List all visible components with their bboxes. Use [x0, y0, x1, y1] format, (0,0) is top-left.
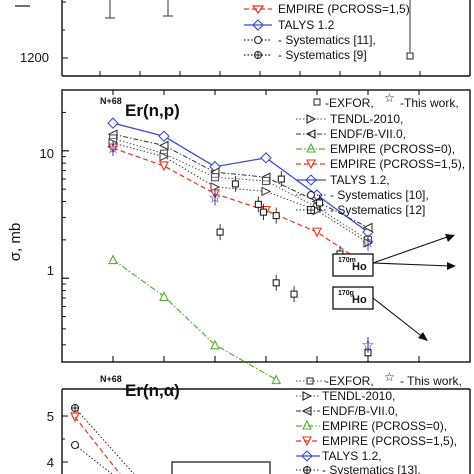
star-icon: ☆	[384, 370, 395, 384]
na-legend-empire15: EMPIRE (PCROSS=1,5),	[322, 434, 457, 448]
np-series-7-point: ☆	[361, 336, 374, 354]
np-series-5-point	[271, 374, 282, 385]
circle-icon	[306, 190, 316, 200]
np-series-6-point	[290, 290, 298, 298]
np-series-3-point	[159, 151, 170, 162]
na-title-sup: N+68	[100, 374, 122, 384]
na-point-empire15	[70, 412, 80, 423]
na-ytick-5: 5	[47, 409, 54, 424]
np-legend-tendl: TENDL-2010,	[330, 112, 403, 126]
np-ytick-1: 1	[47, 263, 54, 278]
top-legend-sys9: - Systematics [9]	[278, 48, 367, 62]
np-legend-empire15: EMPIRE (PCROSS=1,5),	[330, 157, 465, 171]
star-icon: ☆	[384, 91, 395, 105]
top-legend-sys11: - Systematics [11],	[278, 33, 376, 47]
np-axis-ticks	[62, 90, 420, 362]
np-series-6-point	[259, 208, 268, 216]
np-series-7-point: ☆	[208, 188, 221, 206]
np-title: Er(n,p)	[125, 101, 180, 120]
np-series-7-point: ☆	[106, 139, 119, 157]
label-170m-text: Ho	[352, 261, 367, 273]
np-legend-empire0: EMPIRE (PCROSS=0),	[330, 142, 455, 156]
diamond-blue-icon	[301, 450, 313, 462]
na-title: Er(n,α)	[125, 381, 180, 400]
np-ytick-10: 10	[40, 146, 54, 161]
na-legend: -EXFOR, ☆ - This work, TENDL-2010, ENDF/…	[296, 370, 462, 474]
np-legend: -EXFOR, ☆ -This work, TENDL-2010, ENDF/B…	[296, 91, 465, 217]
square-icon	[313, 98, 321, 106]
np-legend-thiswork: -This work,	[400, 96, 459, 110]
na-isotope-box	[171, 461, 271, 474]
na-legend-empire0: EMPIRE (PCROSS=0),	[322, 419, 447, 433]
triangle-left-icon	[305, 129, 316, 139]
np-series-7-point: ☆	[361, 234, 374, 252]
np-series-6-point	[216, 228, 224, 236]
top-legend-empire: EMPIRE (PCROSS=1,5)	[278, 2, 410, 16]
np-series-6-point	[254, 200, 262, 208]
np-series-5-point	[159, 291, 169, 301]
na-point-sys-circle	[70, 440, 80, 450]
np-series-3-line	[112, 142, 369, 244]
label-170g-text: Ho	[352, 294, 367, 306]
np-series-6-point	[272, 212, 280, 220]
top-ytick-1200: 1200	[20, 50, 49, 65]
triangle-right-icon	[306, 114, 317, 124]
na-ytick-4: 4	[47, 455, 54, 470]
np-series-1-line	[112, 133, 369, 228]
np-legend-talys: TALYS 1.2,	[330, 173, 390, 187]
np-series-4-point	[312, 227, 322, 238]
np-series-5-line	[112, 259, 277, 381]
label-170g-ho: 170g Ho	[332, 286, 428, 341]
np-series-0-line	[112, 122, 369, 233]
np-legend-endf: ENDF/B-VII.0,	[330, 127, 406, 141]
np-series-4-line	[112, 147, 369, 267]
np-title-sup: N+68	[100, 96, 122, 106]
triangle-up-green-icon	[306, 142, 316, 153]
np-plot-frame	[61, 89, 471, 363]
triangle-down-red-icon	[302, 436, 312, 447]
np-series-4-point	[159, 161, 169, 172]
label-170m-sup: 170m	[338, 257, 356, 264]
triangle-left-icon	[301, 406, 312, 416]
triangle-down-red-icon	[306, 159, 316, 170]
triangle-right-icon	[302, 391, 313, 401]
np-series-6-point	[315, 199, 324, 207]
np-series-0-point	[158, 130, 170, 143]
diamond-blue-icon	[305, 174, 317, 186]
np-series-0-point	[260, 152, 272, 164]
label-170m-ho: 170m Ho	[332, 234, 456, 277]
np-series-5-point	[108, 254, 118, 265]
np-series-3-point	[261, 186, 272, 197]
square-icon	[306, 377, 314, 385]
np-series-0-point	[107, 117, 119, 129]
np-series-6-point	[272, 279, 280, 287]
np-panel: N+68 Er(n,p) σ, mb 10 1 ☆ ☆ ☆ ☆ -EXFOR, ☆ -…	[7, 89, 471, 385]
np-series-1-point	[158, 140, 169, 151]
np-ylabel: σ, mb	[7, 223, 24, 261]
np-series-6-point	[277, 175, 285, 183]
top-panel: 1200 EMPIRE (PCROSS=1,5) TALYS 1.2 - Sys…	[15, 0, 471, 77]
na-legend-tendl: TENDL-2010,	[322, 389, 395, 403]
np-series-6-point	[231, 180, 239, 188]
np-series-3-point	[210, 182, 221, 192]
na-legend-exfor: -EXFOR,	[325, 374, 374, 388]
na-panel: 5 4 N+68 Er(n,α) -EXFOR, ☆ - This work, …	[47, 370, 471, 474]
circle-icon	[253, 35, 263, 45]
label-170g-sup: 170g	[338, 290, 354, 297]
triangle-down-red-icon	[251, 5, 265, 15]
np-legend-exfor: -EXFOR,	[325, 96, 374, 110]
np-legend-sys12: - Systematics [12]	[330, 203, 425, 217]
na-legend-sys13: - Systematics [13],	[322, 463, 421, 474]
diamond-blue-icon	[252, 19, 264, 31]
na-legend-talys: TALYS 1.2,	[322, 449, 382, 463]
np-legend-sys10: - Systematics [10],	[330, 188, 429, 202]
na-legend-thiswork: - This work,	[400, 374, 462, 388]
top-legend-talys: TALYS 1.2	[278, 18, 335, 32]
np-series-1-point	[362, 222, 373, 233]
na-legend-endf: ENDF/B-VII.0,	[322, 404, 398, 418]
np-series-2-line	[112, 137, 369, 241]
triangle-up-green-icon	[302, 419, 312, 430]
np-series-5-point	[210, 339, 220, 350]
